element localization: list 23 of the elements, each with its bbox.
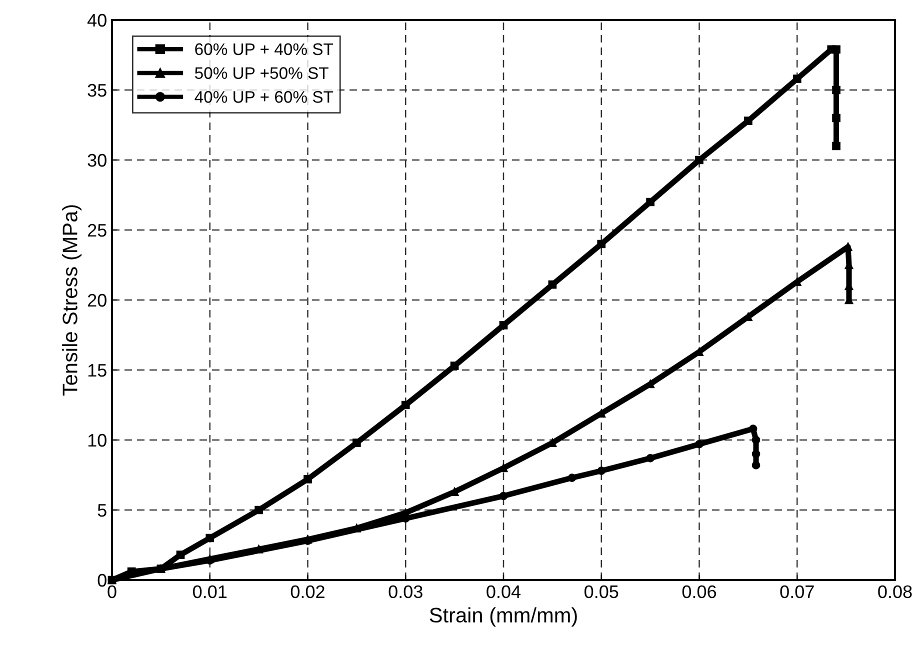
- y-tick-label: 0: [98, 574, 106, 587]
- y-tick-label: 20: [88, 294, 106, 307]
- x-tick-label: 0.01: [193, 585, 227, 598]
- legend-label: 60% UP + 40% ST: [195, 43, 334, 56]
- y-axis-title: Tensile Stress (MPa): [62, 205, 82, 396]
- legend-label: 50% UP +50% ST: [194, 67, 328, 79]
- legend-label: 40% UP + 60% ST: [194, 91, 334, 103]
- y-tick-label: 15: [88, 364, 106, 377]
- y-tick-label: 10: [88, 434, 106, 447]
- y-tick-label: 30: [88, 154, 106, 167]
- x-tick-label: 0.06: [682, 585, 716, 598]
- x-tick-label: 0.03: [388, 585, 422, 598]
- y-tick-label: 25: [88, 224, 106, 237]
- y-tick-label: 35: [88, 84, 106, 97]
- x-tick-label: 0.04: [486, 585, 521, 598]
- x-axis-title: Strain (mm/mm): [430, 607, 577, 627]
- x-tick-label: 0.07: [780, 585, 814, 598]
- y-tick-label: 5: [98, 504, 106, 517]
- x-tick-label: 0: [108, 585, 116, 598]
- x-tick-label: 0.08: [878, 585, 912, 598]
- x-tick-label: 0.02: [290, 585, 324, 598]
- y-tick-label: 40: [87, 14, 106, 27]
- x-tick-label: 0.05: [584, 585, 618, 598]
